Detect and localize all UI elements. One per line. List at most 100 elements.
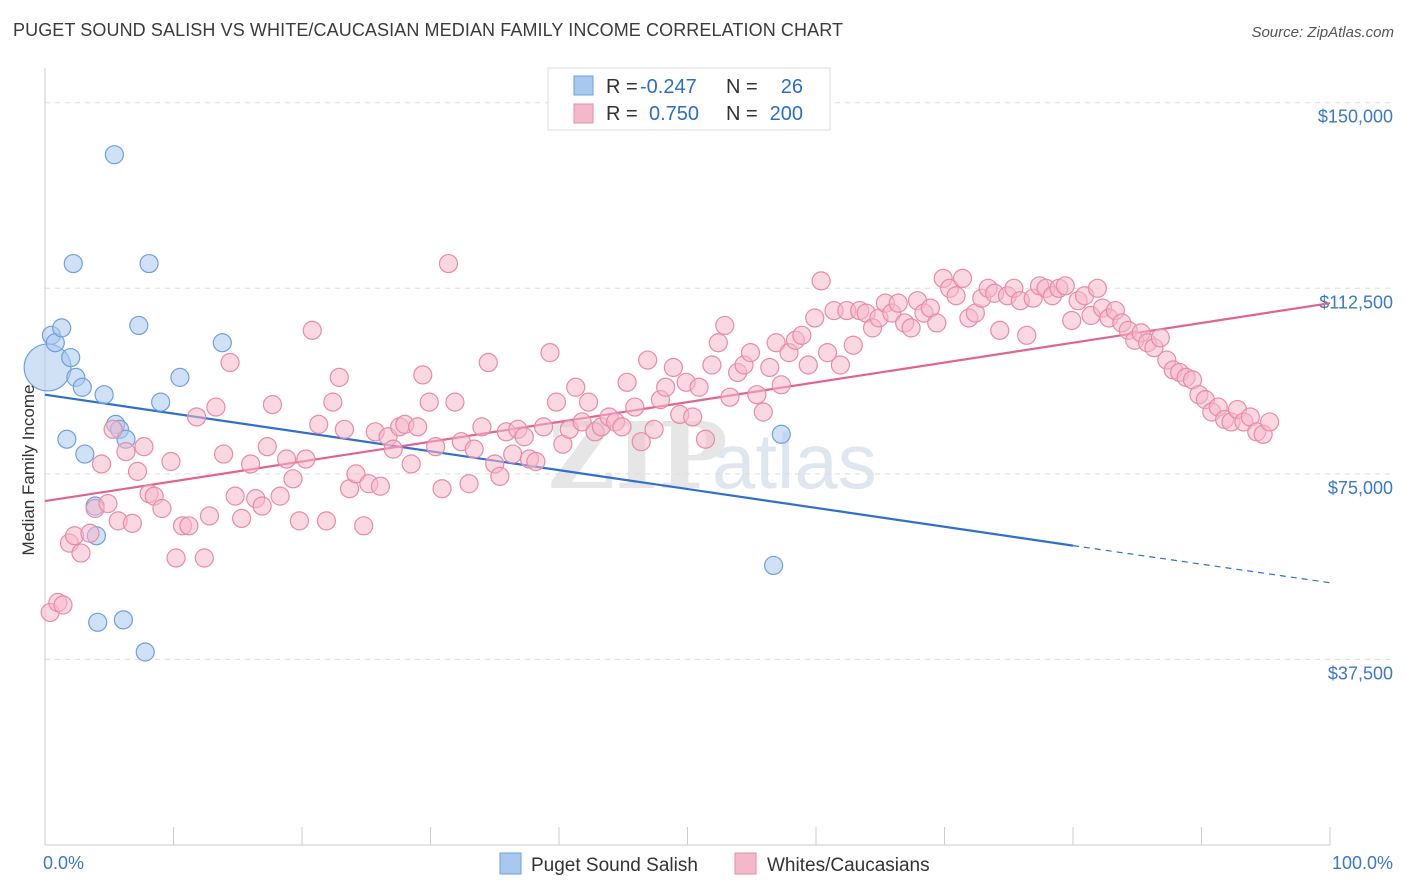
data-point-pink (771, 375, 791, 395)
data-point-blue (771, 424, 791, 444)
data-point-blue (763, 555, 784, 576)
data-point-pink (464, 439, 484, 459)
data-point-pink (1150, 328, 1170, 348)
data-point-pink (1055, 276, 1075, 296)
y-tick-label: $150,000 (1318, 107, 1393, 127)
y-tick-label: $37,500 (1328, 663, 1393, 683)
bottom-legend-label-blue: Puget Sound Salish (531, 855, 698, 876)
legend-box (547, 67, 831, 131)
data-point-pink (702, 355, 722, 375)
data-point-pink (225, 486, 245, 506)
data-point-pink (612, 417, 632, 437)
legend-r-label: R = (606, 103, 638, 125)
data-point-pink (413, 365, 433, 385)
bottom-legend-swatch-pink (734, 852, 757, 875)
data-point-pink (459, 474, 479, 494)
data-point-pink (578, 392, 599, 412)
data-point-pink (152, 498, 172, 519)
data-point-pink (252, 496, 272, 516)
data-point-pink (232, 508, 252, 529)
data-point-pink (760, 357, 780, 378)
data-point-pink (817, 343, 838, 363)
data-points (23, 145, 1280, 662)
data-point-pink (161, 451, 181, 472)
data-point-pink (805, 308, 825, 328)
chart-title: PUGET SOUND SALISH VS WHITE/CAUCASIAN ME… (13, 20, 844, 40)
data-point-blue (75, 444, 95, 464)
data-point-pink (478, 352, 498, 373)
data-point-pink (283, 469, 303, 489)
data-point-pink (472, 417, 492, 437)
y-tick-label: $112,500 (1319, 292, 1393, 312)
legend-n-label: N = (726, 76, 758, 98)
data-point-pink (526, 451, 546, 472)
data-point-pink (401, 454, 421, 474)
data-point-pink (103, 419, 123, 439)
legend-r-value: 0.750 (649, 103, 699, 125)
data-point-blue (135, 642, 155, 662)
data-point-pink (408, 417, 428, 437)
data-point-blue (88, 612, 108, 632)
data-point-pink (901, 318, 921, 338)
data-point-blue (113, 610, 133, 630)
data-point-pink (91, 454, 112, 474)
data-point-pink (220, 352, 240, 373)
legend-r-label: R = (606, 76, 638, 98)
data-point-pink (638, 350, 658, 370)
data-point-pink (98, 493, 118, 514)
data-point-pink (631, 432, 651, 452)
data-point-blue (139, 253, 159, 274)
data-point-pink (811, 271, 831, 291)
data-point-pink (127, 461, 148, 481)
legend-n-value: 26 (781, 76, 803, 98)
data-point-pink (546, 392, 567, 412)
data-point-pink (346, 464, 366, 484)
data-point-pink (432, 479, 452, 499)
trend-line-blue (44, 393, 1074, 547)
data-point-pink (296, 449, 316, 469)
data-point-pink (990, 320, 1010, 340)
data-point-pink (798, 355, 818, 375)
data-point-pink (792, 325, 812, 345)
data-point-pink (80, 523, 100, 543)
data-point-pink (334, 419, 355, 439)
data-point-pink (715, 315, 735, 336)
x-tick-label: 0.0% (43, 853, 84, 873)
data-point-pink (116, 442, 136, 462)
chart-source: Source: ZipAtlas.com (1251, 24, 1394, 41)
data-point-blue (151, 392, 171, 412)
y-tick-label: $75,000 (1328, 478, 1393, 498)
data-point-pink (689, 377, 709, 397)
data-point-pink (503, 444, 523, 464)
data-point-pink (888, 293, 908, 313)
data-point-pink (257, 437, 277, 457)
watermark-atlas: atlas (712, 417, 877, 505)
data-point-pink (206, 397, 226, 417)
data-point-pink (241, 454, 261, 474)
data-point-pink (323, 392, 343, 412)
data-point-pink (644, 419, 664, 439)
data-point-pink (187, 407, 207, 427)
data-point-pink (927, 313, 947, 333)
data-point-pink (262, 394, 283, 415)
legend-swatch-blue (573, 75, 594, 96)
legend-n-label: N = (726, 103, 758, 125)
data-point-pink (1260, 412, 1280, 432)
legend-swatch-pink (573, 103, 594, 124)
data-point-pink (370, 476, 390, 496)
legend-r-value: -0.247 (640, 76, 697, 98)
data-point-pink (134, 437, 154, 457)
data-point-pink (830, 355, 851, 375)
data-point-pink (214, 444, 234, 464)
data-point-pink (766, 333, 786, 353)
data-point-pink (53, 595, 73, 615)
data-point-blue (94, 385, 114, 405)
data-point-pink (843, 335, 863, 355)
data-point-pink (946, 286, 966, 306)
data-point-pink (419, 392, 439, 412)
data-point-pink (695, 429, 716, 449)
data-point-pink (625, 397, 645, 417)
data-point-pink (445, 392, 465, 412)
data-point-pink (316, 511, 337, 531)
